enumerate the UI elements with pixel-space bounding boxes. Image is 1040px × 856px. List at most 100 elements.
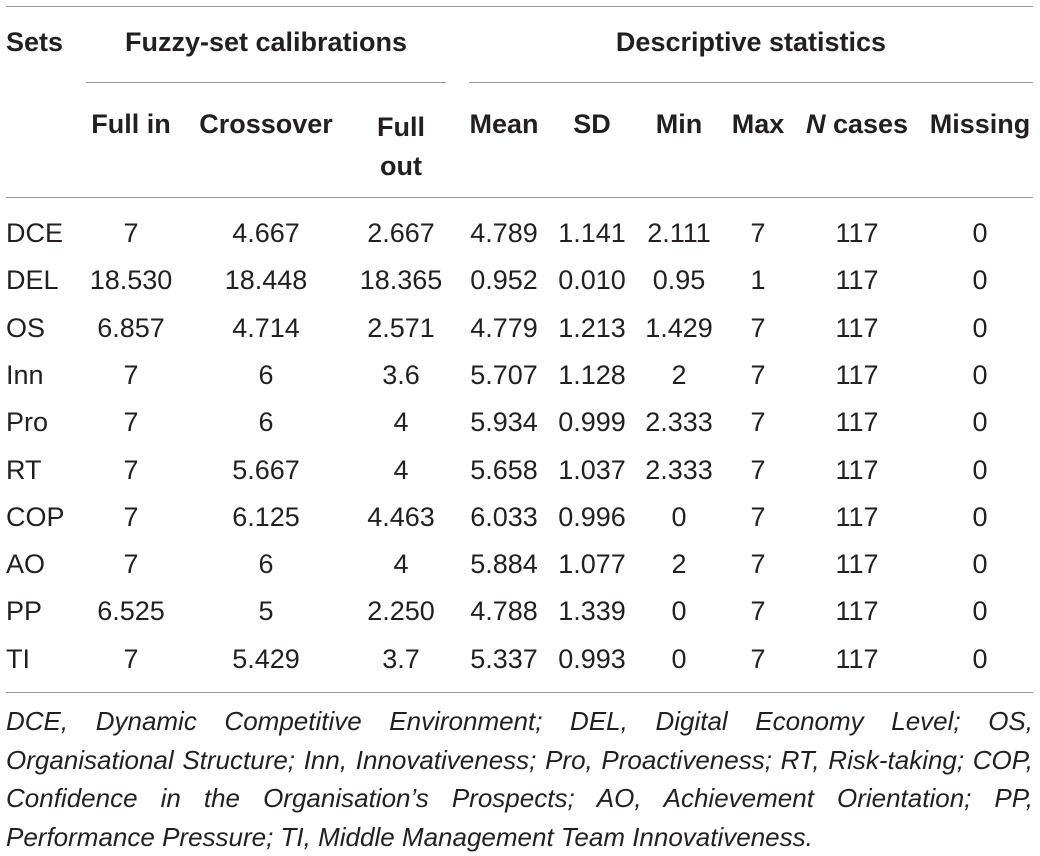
cell-crossover: 5.667 — [232, 454, 300, 485]
table-bottom-rule — [6, 692, 1033, 693]
header-crossover: Crossover — [199, 109, 333, 139]
header-group-calibrations: Fuzzy-set calibrations — [124, 27, 408, 57]
cell-full-in: 6.857 — [97, 312, 165, 343]
cell-missing: 0 — [972, 218, 988, 248]
cell-missing: 0 — [972, 549, 988, 580]
cell-missing: 0 — [972, 312, 988, 343]
cell-max: 7 — [750, 359, 766, 390]
calibrations-group-rule — [86, 82, 446, 83]
cell-n-cases: 117 — [835, 359, 879, 390]
cell-full-in: 7 — [123, 454, 139, 485]
cell-n-cases: 117 — [835, 312, 879, 343]
cell-sd: 1.141 — [558, 218, 626, 248]
cell-full-in: 7 — [123, 218, 139, 248]
cell-min: 2 — [671, 549, 687, 580]
cell-sd: 1.213 — [558, 312, 626, 343]
cell-n-cases: 117 — [835, 501, 879, 532]
header-full-out-line2: out — [380, 151, 422, 181]
cell-full-in: 6.525 — [97, 596, 165, 627]
cell-n-cases: 117 — [835, 454, 879, 485]
cell-min: 2.333 — [645, 407, 713, 438]
table-footnote: DCE, Dynamic Competitive Environment; DE… — [6, 706, 1033, 852]
cell-crossover: 6 — [258, 549, 274, 580]
cell-mean: 4.779 — [470, 312, 538, 343]
cell-mean: 5.934 — [470, 407, 538, 438]
cell-missing: 0 — [972, 359, 988, 390]
cell-crossover: 6 — [258, 359, 274, 390]
cell-missing: 0 — [972, 265, 988, 296]
cell-n-cases: 117 — [835, 218, 879, 248]
header-mean: Mean — [469, 109, 539, 139]
cell-set-name: Inn — [6, 359, 44, 390]
cell-min: 0.95 — [652, 265, 706, 296]
cell-set-name: TI — [6, 643, 30, 674]
cell-set-name: PP — [6, 596, 43, 627]
cell-mean: 5.884 — [470, 549, 538, 580]
cell-n-cases: 117 — [835, 596, 879, 627]
cell-max: 7 — [750, 407, 766, 438]
cell-crossover: 4.714 — [232, 312, 300, 343]
cell-set-name: DEL — [6, 265, 59, 296]
header-bottom-rule — [6, 197, 1033, 198]
cell-min: 0 — [671, 501, 687, 532]
cell-sd: 0.993 — [558, 643, 626, 674]
cell-max: 7 — [750, 218, 766, 248]
cell-missing: 0 — [972, 407, 988, 438]
cell-sd: 0.999 — [558, 407, 626, 438]
cell-min: 2.333 — [645, 454, 713, 485]
cell-full-in: 7 — [123, 643, 139, 674]
descriptive-group-rule — [469, 82, 1033, 83]
cell-full-out: 4 — [393, 454, 409, 485]
cell-mean: 6.033 — [470, 501, 538, 532]
cell-min: 2.111 — [647, 218, 711, 248]
cell-max: 1 — [750, 265, 766, 296]
cell-full-in: 7 — [123, 549, 139, 580]
header-group-descriptive: Descriptive statistics — [615, 27, 887, 57]
cell-n-cases: 117 — [835, 265, 879, 296]
cell-set-name: DCE — [6, 218, 64, 248]
cell-crossover: 5 — [258, 596, 274, 627]
cell-min: 0 — [671, 596, 687, 627]
cell-mean: 4.789 — [470, 218, 538, 248]
cell-max: 7 — [750, 312, 766, 343]
cell-full-out: 4 — [393, 407, 409, 438]
cell-max: 7 — [750, 454, 766, 485]
cell-missing: 0 — [972, 596, 988, 627]
header-full-out: Full out — [377, 108, 425, 186]
cell-crossover: 6 — [258, 407, 274, 438]
cell-full-in: 7 — [123, 407, 139, 438]
cell-n-cases: 117 — [835, 643, 879, 674]
cell-sd: 1.037 — [558, 454, 626, 485]
cell-full-out: 3.7 — [382, 643, 420, 674]
header-sets: Sets — [6, 27, 64, 57]
cell-sd: 1.077 — [558, 549, 626, 580]
cell-mean: 5.658 — [470, 454, 538, 485]
cell-mean: 5.707 — [470, 359, 538, 390]
header-sd: SD — [573, 109, 611, 139]
cell-sd: 0.010 — [558, 265, 626, 296]
cell-max: 7 — [750, 596, 766, 627]
cell-missing: 0 — [972, 454, 988, 485]
header-missing: Missing — [929, 109, 1031, 139]
cell-crossover: 18.448 — [224, 265, 308, 296]
cell-mean: 0.952 — [470, 265, 538, 296]
cell-crossover: 6.125 — [232, 501, 300, 532]
cell-min: 2 — [671, 359, 687, 390]
header-full-in: Full in — [91, 109, 171, 139]
cell-n-cases: 117 — [835, 407, 879, 438]
cell-full-in: 18.530 — [89, 265, 173, 296]
cell-set-name: COP — [6, 501, 65, 532]
header-min: Min — [655, 109, 703, 139]
cell-missing: 0 — [972, 643, 988, 674]
top-rule — [6, 6, 1033, 7]
cell-min: 0 — [671, 643, 687, 674]
cell-set-name: AO — [6, 549, 46, 580]
cell-mean: 4.788 — [470, 596, 538, 627]
cell-set-name: RT — [6, 454, 42, 485]
cell-max: 7 — [750, 643, 766, 674]
cell-full-out: 3.6 — [382, 359, 420, 390]
cell-set-name: Pro — [6, 407, 49, 438]
cell-sd: 0.996 — [558, 501, 626, 532]
header-full-out-line1: Full — [377, 112, 425, 142]
header-n-cases-label: cases — [825, 109, 909, 139]
